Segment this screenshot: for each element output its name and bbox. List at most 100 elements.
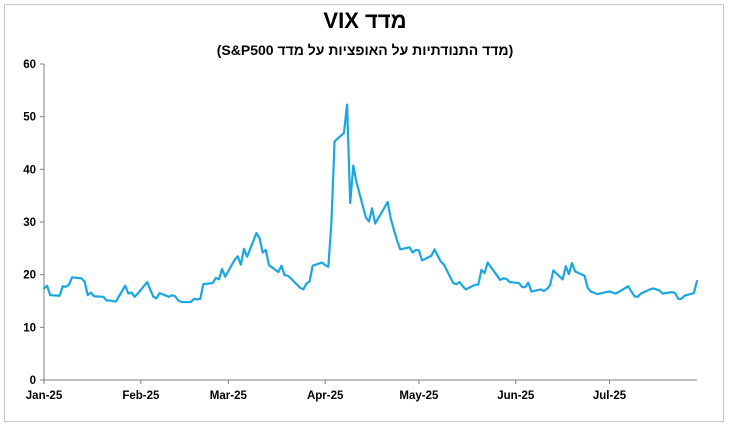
vix-data-point bbox=[258, 237, 260, 239]
vix-data-point bbox=[593, 291, 595, 293]
vix-data-point bbox=[255, 232, 257, 234]
y-tick-label: 20 bbox=[23, 270, 36, 282]
vix-data-point bbox=[262, 251, 264, 253]
vix-data-point bbox=[505, 278, 507, 280]
vix-data-point bbox=[652, 287, 654, 289]
vix-data-point bbox=[246, 256, 248, 258]
vix-data-point bbox=[433, 248, 435, 250]
vix-data-point bbox=[155, 297, 157, 299]
vix-data-point bbox=[399, 248, 401, 250]
vix-data-point bbox=[290, 277, 292, 279]
vix-data-point bbox=[174, 295, 176, 297]
vix-data-point bbox=[518, 282, 520, 284]
vix-data-point bbox=[190, 301, 192, 303]
vix-data-point bbox=[102, 296, 104, 298]
chart-subtitle: (מדד התנודתיות על האופציות על מדד S&P500… bbox=[216, 42, 514, 58]
vix-data-point bbox=[605, 291, 607, 293]
vix-data-point bbox=[390, 218, 392, 220]
x-tick-label: Feb-25 bbox=[122, 390, 160, 402]
vix-data-point bbox=[115, 300, 117, 302]
vix-data-point bbox=[365, 216, 367, 218]
vix-data-point bbox=[349, 202, 351, 204]
vix-data-point bbox=[240, 263, 242, 265]
vix-data-point bbox=[146, 281, 148, 283]
vix-data-point bbox=[508, 281, 510, 283]
vix-data-point bbox=[415, 249, 417, 251]
vix-data-point bbox=[43, 287, 45, 289]
vix-data-point bbox=[586, 287, 588, 289]
vix-data-point bbox=[640, 292, 642, 294]
vix-data-point bbox=[308, 280, 310, 282]
vix-data-point bbox=[137, 292, 139, 294]
vix-data-point bbox=[199, 298, 201, 300]
vix-data-point bbox=[83, 280, 85, 282]
vix-data-point bbox=[590, 290, 592, 292]
vix-data-point bbox=[193, 298, 195, 300]
vix-data-point bbox=[571, 262, 573, 264]
vix-data-point bbox=[112, 300, 114, 302]
x-tick-label: Mar-25 bbox=[210, 390, 248, 402]
vix-data-point bbox=[324, 264, 326, 266]
vix-data-point bbox=[280, 265, 282, 267]
y-tick-label: 60 bbox=[23, 59, 36, 71]
vix-data-point bbox=[233, 259, 235, 261]
vix-data-point bbox=[283, 274, 285, 276]
y-tick-label: 30 bbox=[23, 217, 36, 229]
vix-data-point bbox=[124, 285, 126, 287]
vix-data-point bbox=[368, 220, 370, 222]
vix-data-point bbox=[530, 290, 532, 292]
vix-data-point bbox=[371, 207, 373, 209]
vix-data-point bbox=[108, 299, 110, 301]
vix-data-point bbox=[265, 249, 267, 251]
x-tick-label: May-25 bbox=[399, 390, 439, 402]
vix-data-point bbox=[480, 269, 482, 271]
vix-data-point bbox=[215, 277, 217, 279]
vix-data-point bbox=[521, 286, 523, 288]
y-tick-label: 10 bbox=[23, 322, 36, 334]
vix-data-point bbox=[499, 279, 501, 281]
vix-data-point bbox=[630, 290, 632, 292]
vix-data-point bbox=[655, 288, 657, 290]
vix-data-point bbox=[418, 249, 420, 251]
vix-data-point bbox=[65, 286, 67, 288]
vix-data-point bbox=[386, 201, 388, 203]
vix-data-point bbox=[299, 287, 301, 289]
vix-data-point bbox=[302, 288, 304, 290]
vix-data-point bbox=[243, 248, 245, 250]
vix-data-point bbox=[474, 283, 476, 285]
vix-data-point bbox=[543, 290, 545, 292]
vix-data-point bbox=[452, 282, 454, 284]
vix-data-point bbox=[287, 275, 289, 277]
vix-data-point bbox=[305, 282, 307, 284]
series-group bbox=[42, 103, 699, 304]
vix-data-point bbox=[636, 296, 638, 298]
vix-data-point bbox=[321, 261, 323, 263]
vix-data-point bbox=[436, 255, 438, 257]
vix-data-point bbox=[596, 293, 598, 295]
vix-data-point bbox=[658, 289, 660, 291]
vix-data-point bbox=[237, 255, 239, 257]
vix-data-point bbox=[677, 298, 679, 300]
vix-data-point bbox=[221, 268, 223, 270]
vix-data-point bbox=[627, 285, 629, 287]
vix-data-point bbox=[171, 294, 173, 296]
vix-data-point bbox=[680, 298, 682, 300]
vix-data-point bbox=[312, 265, 314, 267]
vix-data-point bbox=[149, 288, 151, 290]
vix-data-point bbox=[62, 285, 64, 287]
x-axis: Jan-25 Feb-25 Mar-25 Apr-25 May-25 Jun-25 Jul-… bbox=[26, 379, 697, 402]
vix-data-point bbox=[87, 294, 89, 296]
vix-data-point bbox=[671, 291, 673, 293]
vix-data-point bbox=[615, 292, 617, 294]
vix-data-point bbox=[202, 283, 204, 285]
y-tick-label: 40 bbox=[23, 164, 36, 176]
vix-data-point bbox=[455, 283, 457, 285]
vix-data-point bbox=[408, 246, 410, 248]
vix-data-point bbox=[168, 296, 170, 298]
vix-data-point bbox=[58, 295, 60, 297]
vix-data-point bbox=[461, 285, 463, 287]
vix-data-point bbox=[71, 276, 73, 278]
vix-data-point bbox=[218, 278, 220, 280]
vix-data-point bbox=[343, 132, 345, 134]
vix-data-point bbox=[393, 229, 395, 231]
